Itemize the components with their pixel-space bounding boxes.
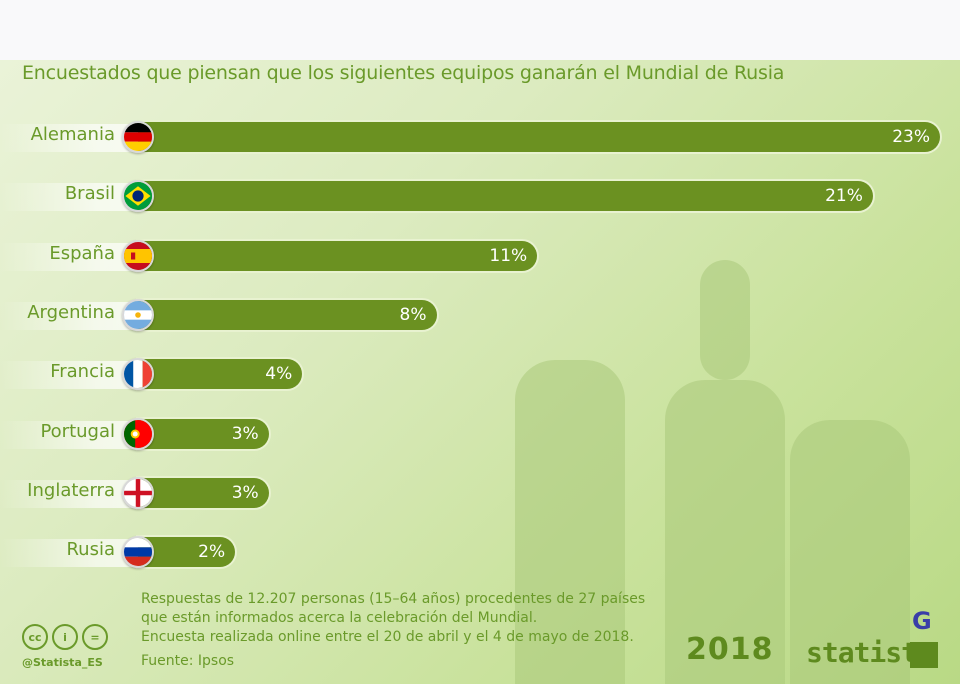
value-label: 3% (231, 423, 259, 444)
russia-flag-icon (122, 536, 154, 569)
category-label: Argentina (27, 301, 115, 323)
england-flag-icon (122, 476, 154, 509)
creative-commons-icon[interactable]: cc (22, 624, 48, 650)
category-label: Portugal (40, 420, 115, 442)
bar-row: Portugal 3% (0, 417, 960, 451)
twitter-handle[interactable]: @Statista_ES (22, 656, 103, 669)
bar-row: Rusia 2% (0, 535, 960, 569)
value-label: 3% (231, 482, 259, 503)
bar: 23% (138, 122, 940, 152)
bar-row: Alemania 23% (0, 120, 960, 154)
bar-row: Brasil 21% (0, 179, 960, 213)
brazil-flag-icon (122, 180, 154, 213)
bar: 2% (138, 537, 236, 568)
source-text: Fuente: Ipsos (141, 653, 235, 669)
footnote-line: que están informados acerca la celebraci… (141, 610, 538, 626)
world-cup-2018-logo: 2018 (686, 632, 774, 667)
bar: 8% (138, 299, 437, 330)
footnote-line: Respuestas de 12.207 personas (15–64 año… (141, 591, 646, 607)
value-label: 23% (892, 127, 930, 147)
spain-flag-icon (122, 239, 154, 272)
trophy-silhouette (700, 260, 750, 380)
player-silhouette (790, 420, 910, 684)
chart-title: Encuestados que piensan que los siguient… (22, 62, 785, 84)
bar: 4% (138, 359, 303, 390)
category-label: Inglaterra (27, 479, 115, 501)
bar-row: Inglaterra 3% (0, 476, 960, 510)
value-label: 4% (265, 364, 293, 385)
bar: 3% (138, 477, 269, 508)
g-logo-icon: G (912, 607, 932, 635)
portugal-flag-icon (122, 417, 154, 450)
value-label: 11% (489, 245, 528, 266)
france-flag-icon (122, 358, 154, 391)
value-label: 21% (825, 186, 863, 207)
category-label: España (49, 242, 115, 264)
top-bar (0, 0, 960, 60)
bar-row: Francia 4% (0, 357, 960, 391)
infographic: Encuestados que piensan que los siguient… (0, 60, 960, 684)
category-label: Rusia (66, 539, 115, 561)
value-label: 2% (198, 542, 226, 563)
argentina-flag-icon (122, 298, 154, 331)
category-label: Brasil (64, 183, 115, 205)
bar-row: España 11% (0, 239, 960, 273)
license-icons[interactable]: cc i = (22, 624, 108, 650)
player-silhouette (665, 380, 785, 684)
attribution-icon[interactable]: i (52, 624, 78, 650)
statista-logo-mark-icon (910, 642, 938, 668)
category-label: Francia (50, 361, 115, 383)
bar-row: Argentina 8% (0, 298, 960, 332)
germany-flag-icon (122, 121, 154, 153)
bar: 3% (138, 418, 269, 449)
footnote: Respuestas de 12.207 personas (15–64 año… (141, 590, 645, 647)
footnote-line: Encuesta realizada online entre el 20 de… (141, 629, 634, 645)
bar: 21% (138, 181, 873, 212)
category-label: Alemania (30, 124, 115, 145)
no-derivatives-icon[interactable]: = (82, 624, 108, 650)
value-label: 8% (399, 304, 427, 325)
player-silhouette (515, 360, 625, 684)
bar: 11% (138, 240, 538, 271)
